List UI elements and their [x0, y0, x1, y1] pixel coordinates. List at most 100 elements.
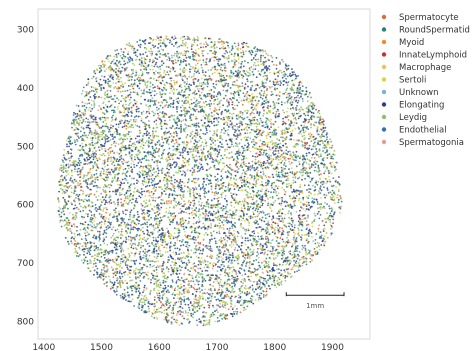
cell-point — [328, 178, 331, 181]
cell-point — [299, 186, 301, 188]
cell-point — [136, 78, 139, 81]
cell-point — [277, 268, 280, 270]
cell-point — [163, 238, 166, 241]
cell-point — [168, 193, 171, 195]
cell-point — [240, 280, 243, 283]
cell-point — [264, 174, 267, 177]
cell-point — [109, 90, 112, 92]
cell-point — [89, 130, 92, 133]
cell-point — [156, 311, 159, 313]
cell-point — [305, 196, 308, 198]
cell-point — [278, 91, 281, 93]
cell-point — [196, 305, 199, 308]
cell-point — [286, 236, 288, 239]
cell-point — [118, 110, 121, 113]
cell-point — [175, 314, 178, 317]
cell-point — [100, 96, 103, 99]
cell-point — [205, 127, 208, 130]
cell-point — [122, 240, 125, 243]
cell-point — [282, 83, 285, 86]
cell-point — [304, 137, 306, 140]
cell-point — [200, 263, 202, 266]
cell-point — [281, 160, 284, 162]
cell-point — [87, 205, 90, 207]
cell-point — [279, 236, 282, 238]
cell-point — [92, 226, 95, 229]
cell-point — [139, 69, 142, 71]
cell-point — [195, 136, 197, 139]
cell-point — [186, 318, 188, 320]
cell-point — [100, 89, 103, 91]
cell-point — [176, 132, 178, 135]
cell-point — [115, 168, 118, 171]
cell-point — [137, 268, 140, 271]
cell-point — [98, 71, 101, 74]
cell-point — [280, 136, 282, 139]
cell-point — [205, 41, 207, 43]
cell-point — [230, 312, 233, 315]
cell-point — [304, 249, 307, 252]
cell-point — [236, 125, 239, 128]
cell-point — [121, 275, 124, 278]
cell-point — [262, 54, 265, 57]
cell-point — [73, 178, 76, 181]
cell-point — [213, 237, 216, 240]
cell-point — [226, 98, 228, 101]
cell-point — [92, 236, 94, 239]
cell-point — [100, 146, 102, 148]
cell-point — [259, 96, 262, 99]
cell-point — [277, 163, 279, 166]
cell-point — [94, 176, 96, 179]
cell-point — [94, 181, 96, 184]
cell-point — [154, 90, 156, 92]
cell-point — [70, 232, 73, 234]
cell-point — [166, 101, 168, 104]
cell-point — [118, 152, 121, 155]
cell-point — [124, 264, 127, 266]
cell-point — [141, 74, 143, 77]
cell-point — [134, 243, 137, 246]
cell-point — [202, 73, 205, 76]
cell-point — [213, 91, 216, 93]
cell-point — [139, 151, 142, 154]
cell-point — [234, 128, 236, 131]
cell-point — [184, 208, 187, 211]
cell-point — [236, 143, 238, 146]
cell-point — [208, 95, 211, 97]
cell-point — [230, 204, 233, 207]
cell-point — [269, 141, 272, 143]
cell-point — [111, 163, 113, 165]
cell-point — [289, 252, 292, 255]
cell-point — [317, 180, 320, 183]
cell-point — [135, 71, 138, 74]
cell-point — [196, 170, 199, 173]
cell-point — [174, 194, 177, 197]
cell-point — [231, 282, 233, 284]
cell-point — [125, 299, 127, 301]
cell-point — [163, 69, 166, 72]
cell-point — [207, 198, 209, 201]
cell-point — [229, 284, 231, 287]
cell-point — [59, 167, 61, 170]
cell-point — [134, 285, 137, 288]
cell-point — [295, 165, 298, 168]
cell-point — [111, 118, 114, 121]
cell-point — [299, 90, 301, 93]
cell-point — [108, 201, 111, 203]
cell-point — [193, 199, 196, 202]
cell-point — [313, 198, 316, 201]
cell-point — [247, 252, 249, 255]
cell-point — [154, 57, 157, 59]
cell-point — [171, 56, 174, 59]
cell-point — [312, 139, 315, 141]
cell-point — [227, 186, 230, 189]
cell-point — [250, 59, 253, 61]
cell-point — [150, 272, 153, 275]
cell-point — [233, 206, 236, 209]
cell-point — [94, 72, 97, 75]
cell-point — [177, 278, 180, 281]
cell-point — [319, 206, 322, 208]
cell-point — [332, 222, 334, 225]
cell-point — [89, 241, 92, 244]
cell-point — [142, 250, 145, 253]
